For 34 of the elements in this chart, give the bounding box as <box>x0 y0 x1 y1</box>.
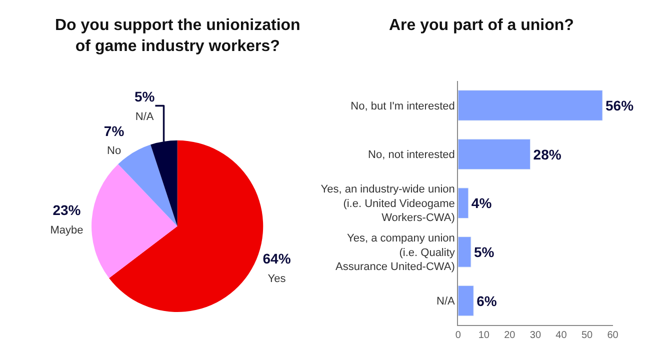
x-tick-label: 0 <box>455 330 462 342</box>
data-label: 56% <box>606 97 634 114</box>
bar <box>458 188 469 218</box>
data-label: 6% <box>476 292 498 309</box>
y-tick-label: No, but I'm interested <box>350 100 455 112</box>
bar <box>458 285 474 316</box>
data-label: 5% <box>134 88 156 105</box>
slice-label: No <box>107 145 122 158</box>
data-label: 7% <box>104 122 125 139</box>
bar <box>458 138 531 170</box>
y-tick-label: Yes, a company union (i.e. Quality Assurance United-CWA) <box>335 232 456 274</box>
data-label: 4% <box>471 195 492 212</box>
pie-slice <box>109 140 264 312</box>
bar <box>458 236 472 268</box>
x-tick-label: 20 <box>504 330 516 342</box>
slice-label: Maybe <box>50 224 84 236</box>
x-tick-label: 40 <box>556 330 568 342</box>
data-label: 23% <box>52 202 82 218</box>
x-tick-label: 10 <box>478 330 490 342</box>
data-label: 64% <box>262 250 292 267</box>
pie-slice <box>92 164 178 278</box>
data-label: 5% <box>474 244 495 260</box>
data-label: 28% <box>533 146 562 162</box>
x-tick-label: 60 <box>607 330 619 342</box>
y-tick-label: No, not interested <box>368 149 455 162</box>
chart-title: Do you support the unionization of game industry workers? <box>55 17 300 55</box>
chart-title: Are you part of a union? <box>389 17 574 34</box>
x-tick-label: 30 <box>530 330 542 342</box>
bar <box>458 90 603 121</box>
x-tick-label: 50 <box>581 330 594 342</box>
slice-label: Yes <box>268 272 286 285</box>
y-tick-label: Yes, an industry-wide union (i.e. United Videogame Workers-CWA) <box>320 184 455 224</box>
y-tick-label: N/A <box>436 296 456 308</box>
slice-label: N/A <box>135 110 154 123</box>
